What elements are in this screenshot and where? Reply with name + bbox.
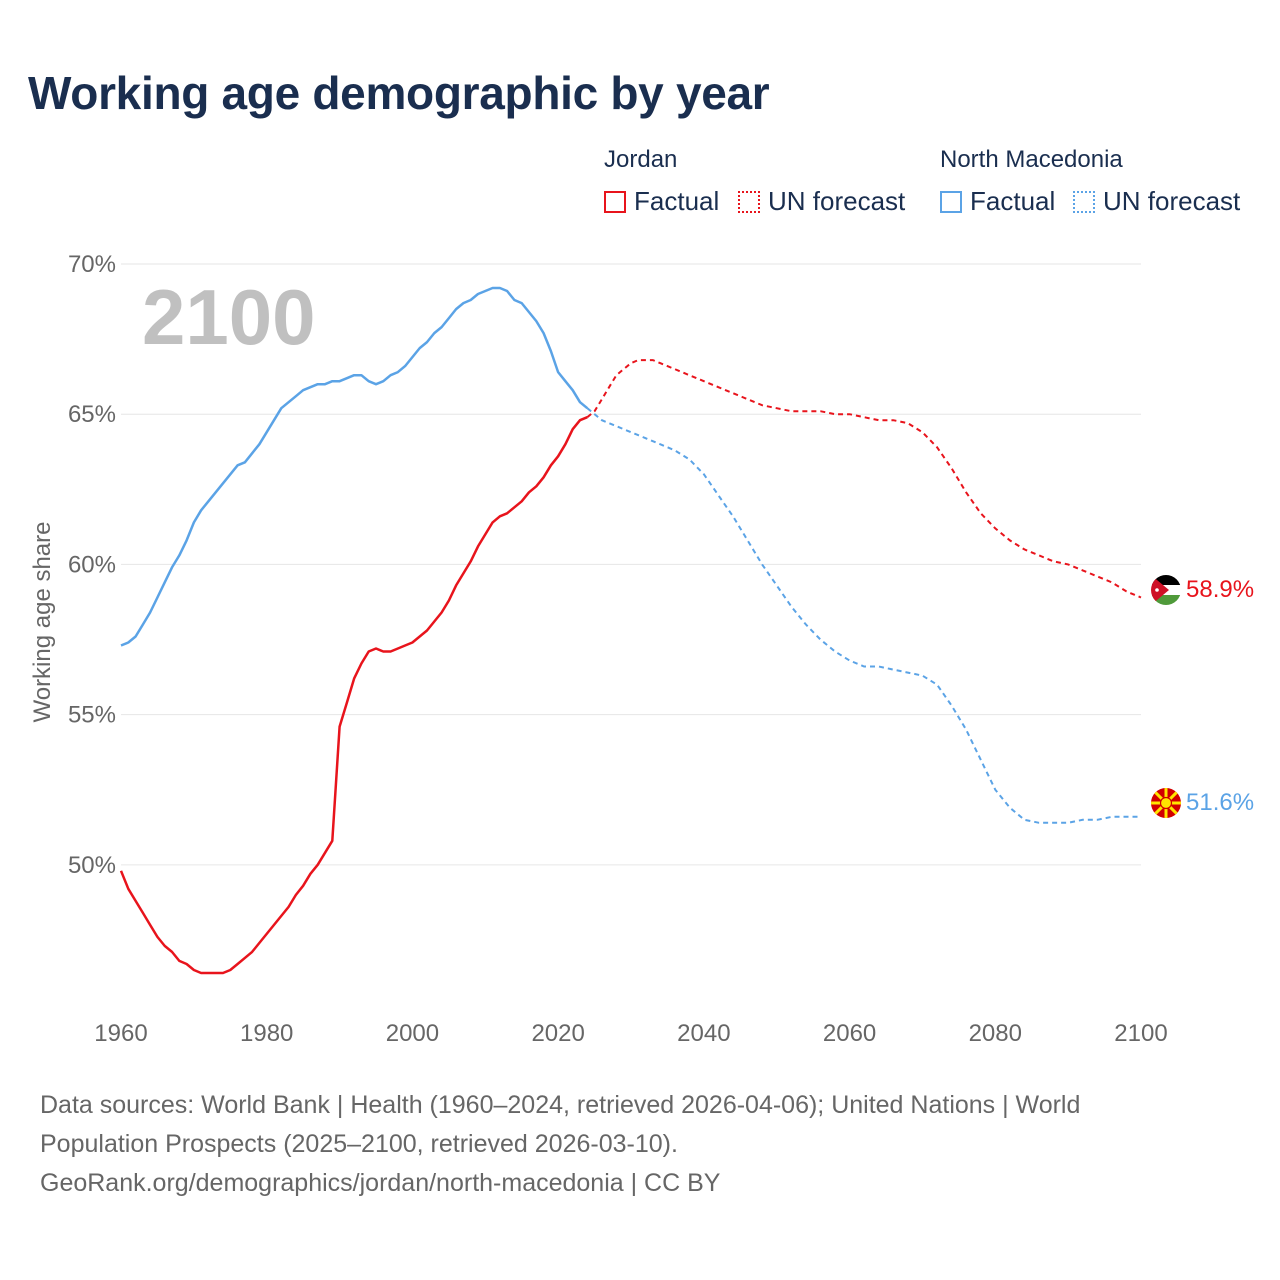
y-axis-label: Working age share — [29, 522, 56, 723]
footer-line: Population Prospects (2025–2100, retriev… — [40, 1130, 678, 1158]
y-tick-label: 55% — [68, 702, 116, 729]
series-line-jordan-factual — [119, 416, 588, 975]
legend-label: Factual — [634, 186, 720, 216]
legend-swatch-solid — [940, 190, 962, 213]
legend-label: Factual — [970, 186, 1056, 216]
end-label-north-macedonia: 51.6% — [1186, 789, 1254, 816]
x-tick-label: 2100 — [1114, 1020, 1167, 1047]
chart-title: Working age demographic by year — [28, 67, 770, 119]
x-tick-label: 2000 — [386, 1020, 439, 1047]
footer-line: Data sources: World Bank | Health (1960–… — [40, 1091, 1081, 1119]
x-tick-label: 2060 — [823, 1020, 876, 1047]
x-tick-label: 2020 — [531, 1020, 584, 1047]
footer-sources: Data sources: World Bank | Health (1960–… — [40, 1086, 1240, 1203]
series-line-jordan-forecast — [586, 359, 1142, 599]
legend-item-north-macedonia-factual[interactable]: Factual — [940, 186, 1055, 217]
legend-swatch-dotted — [738, 190, 760, 213]
y-tick-label: 50% — [68, 852, 116, 879]
end-label-jordan: 58.9% — [1186, 576, 1254, 603]
north-macedonia-flag-icon — [1151, 788, 1181, 818]
y-tick-label: 70% — [68, 251, 116, 278]
legend-group-north-macedonia: North Macedonia — [940, 146, 1123, 173]
legend-item-north-macedonia-forecast[interactable]: UN forecast — [1073, 186, 1240, 217]
x-tick-label: 1980 — [240, 1020, 293, 1047]
series-line-north-macedonia-factual — [120, 286, 589, 647]
legend-label: UN forecast — [768, 186, 906, 216]
legend-item-jordan-factual[interactable]: Factual — [604, 186, 719, 217]
legend-swatch-solid — [604, 190, 626, 213]
y-tick-label: 65% — [68, 401, 116, 428]
current-year-label: 2100 — [142, 273, 316, 361]
legend-label: UN forecast — [1103, 186, 1241, 216]
legend-swatch-dotted — [1073, 190, 1095, 213]
legend-item-jordan-forecast[interactable]: UN forecast — [738, 186, 905, 217]
jordan-flag-icon — [1151, 575, 1181, 605]
footer-line: GeoRank.org/demographics/jordan/north-ma… — [40, 1169, 721, 1197]
y-tick-label: 60% — [68, 551, 116, 578]
x-tick-label: 2040 — [677, 1020, 730, 1047]
series-line-north-macedonia-forecast — [586, 407, 1141, 824]
line-chart: 2100 50% 55% 60% 65% 70% 1960 1980 2000 2020 204… — [29, 251, 1254, 1047]
x-tick-label: 1960 — [94, 1020, 147, 1047]
legend-group-jordan: Jordan — [604, 146, 678, 173]
x-tick-label: 2080 — [969, 1020, 1022, 1047]
